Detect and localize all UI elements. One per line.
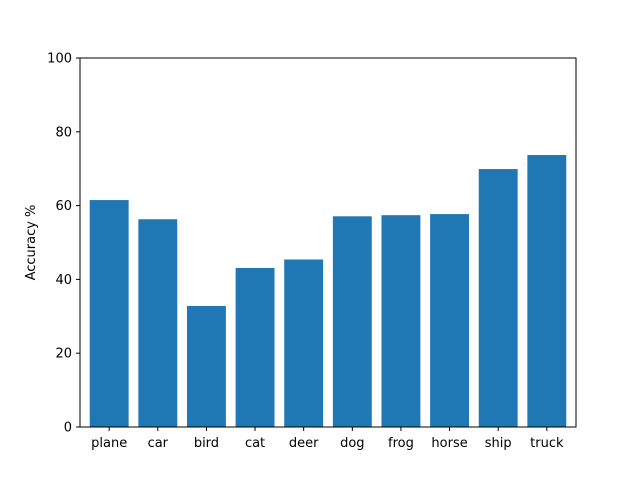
x-tick-label: ship [485,436,512,451]
x-tick-label: plane [91,436,127,451]
bar-truck [527,155,567,427]
x-tick-label: deer [289,436,319,451]
y-tick-label: 60 [55,199,72,214]
x-tick-label: cat [245,436,265,451]
bar-cat [235,267,275,427]
bar-dog [332,216,372,427]
bar-deer [284,259,324,427]
y-tick-label: 0 [64,421,72,436]
bar-horse [430,214,470,427]
x-tick-label: truck [530,436,564,451]
bar-frog [381,215,421,427]
y-axis-ticks: 0 20 40 60 80 100 [47,52,80,436]
y-tick-label: 40 [55,273,72,288]
y-tick-label: 20 [55,347,72,362]
plot-frame [79,57,577,428]
bar-bird [186,305,226,427]
x-tick-label: bird [194,436,219,451]
bar-ship [478,169,518,427]
x-tick-label: dog [340,436,364,451]
x-axis-ticks: plane car bird cat deer dog frog horse ship truck [91,427,564,451]
bars-group [89,155,567,427]
bar-car [138,219,178,427]
bar-plane [89,200,129,427]
y-tick-label: 100 [47,52,72,67]
x-tick-label: car [148,436,169,451]
x-tick-label: frog [388,436,414,451]
y-tick-label: 80 [55,125,72,140]
x-tick-label: horse [431,436,467,451]
y-axis-label: Accuracy % [24,205,39,281]
